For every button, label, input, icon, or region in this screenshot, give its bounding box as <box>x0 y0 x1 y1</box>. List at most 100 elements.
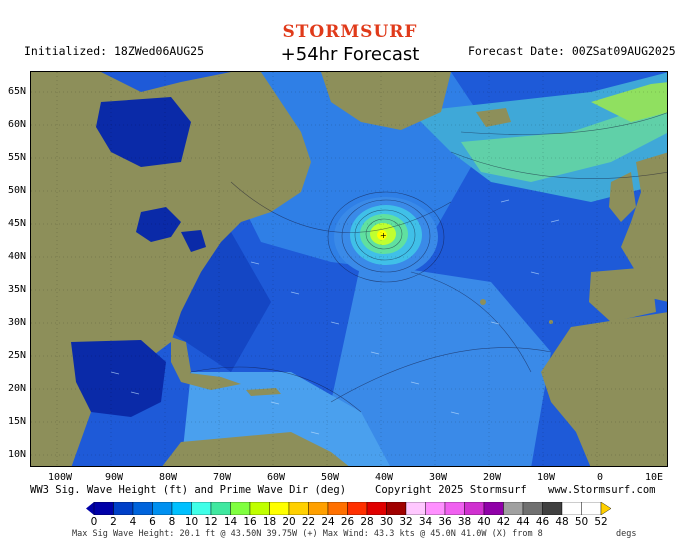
forecast-title: +54hr Forecast <box>280 44 420 65</box>
legend-swatch <box>93 502 114 515</box>
lat-label: 40N <box>8 251 27 262</box>
legend-tick-label: 30 <box>379 516 394 528</box>
lon-label: 10W <box>536 472 556 483</box>
lon-label: 30W <box>428 472 448 483</box>
lon-label: 20W <box>482 472 502 483</box>
lon-label: 70W <box>212 472 232 483</box>
legend-swatch <box>210 502 231 515</box>
hispaniola <box>246 388 281 396</box>
legend-tick-label: 0 <box>90 516 98 528</box>
legend-tick-label: 44 <box>516 516 530 528</box>
lon-label: 50W <box>320 472 340 483</box>
wave-direction-arrows <box>110 199 560 435</box>
copyright-text: Copyright 2025 Stormsurf <box>375 484 527 496</box>
legend-swatch <box>171 502 192 515</box>
lat-label: 20N <box>8 383 27 394</box>
greenland <box>321 72 451 130</box>
wave-zone-north-peak <box>591 82 667 122</box>
legend-tick-label: 38 <box>457 516 472 528</box>
lon-label: 90W <box>104 472 124 483</box>
website-link[interactable]: www.Stormsurf.com <box>548 484 656 496</box>
legend-swatch <box>347 502 368 515</box>
british-isles <box>609 172 636 222</box>
legend-tick-label: 4 <box>129 516 137 528</box>
legend-swatch <box>386 502 407 515</box>
legend-swatch <box>444 502 465 515</box>
legend-tick-label: 50 <box>574 516 589 528</box>
iberia <box>589 267 656 322</box>
legend-tick-label: 22 <box>301 516 316 528</box>
legend-swatch <box>522 502 543 515</box>
legend-swatch <box>405 502 426 515</box>
africa <box>541 312 667 466</box>
contour-lines <box>190 112 667 413</box>
lat-label: 25N <box>8 350 27 361</box>
lon-label: 60W <box>266 472 286 483</box>
legend-tick-label: 14 <box>223 516 238 528</box>
gulf-of-mexico <box>71 340 166 417</box>
legend-swatch <box>464 502 485 515</box>
lon-label: 40W <box>374 472 394 483</box>
lat-label: 10N <box>8 449 27 460</box>
wave-zone-north-high <box>461 93 667 182</box>
legend-arrow-right <box>600 502 612 515</box>
legend-swatch <box>191 502 212 515</box>
legend-swatch <box>366 502 387 515</box>
legend-swatch <box>327 502 348 515</box>
florida <box>171 337 191 382</box>
legend-swatch <box>542 502 563 515</box>
azores <box>480 299 486 305</box>
legend-swatch <box>425 502 446 515</box>
legend-tick-label: 2 <box>110 516 117 528</box>
iceland <box>476 108 511 127</box>
legend-swatch <box>288 502 309 515</box>
south-america <box>162 432 349 466</box>
madeira <box>549 320 553 324</box>
europe <box>621 152 667 302</box>
stormsurf-logo: STORMSURF <box>282 22 418 42</box>
lake-erie <box>181 230 206 252</box>
lat-label: 65N <box>8 86 27 97</box>
lat-label: 55N <box>8 152 27 163</box>
hudson-bay <box>96 97 191 167</box>
lat-label: 60N <box>8 119 27 130</box>
lon-label: 100W <box>47 472 73 483</box>
legend-swatch <box>113 502 134 515</box>
initialized-label: Initialized: 18ZWed06AUG25 <box>24 44 205 58</box>
wave-zone-east-atlantic <box>331 262 551 466</box>
lat-label: 15N <box>8 416 27 427</box>
wave-height-map: + <box>30 71 668 467</box>
legend-swatch <box>132 502 153 515</box>
legend-tick-label: 52 <box>594 516 608 528</box>
max-wave-marker: + <box>380 231 387 240</box>
legend-tick-label: 28 <box>360 516 374 528</box>
forecast-date-label: Forecast Date: 00ZSat09AUG2025 <box>468 44 676 58</box>
legend-tick-label: 10 <box>184 516 199 528</box>
legend-swatch <box>249 502 270 515</box>
wave-caption: WW3 Sig. Wave Height (ft) and Prime Wave… <box>30 484 347 496</box>
wave-height-color-legend <box>86 502 612 515</box>
legend-tick-label: 40 <box>477 516 491 528</box>
legend-tick-label: 32 <box>399 516 413 528</box>
legend-swatch <box>581 502 602 515</box>
legend-tick-label: 34 <box>418 516 433 528</box>
cuba <box>181 372 241 390</box>
legend-tick-label: 20 <box>282 516 296 528</box>
lon-label: 10E <box>644 472 664 483</box>
lat-label: 45N <box>8 218 27 229</box>
lat-label: 30N <box>8 317 27 328</box>
legend-tick-label: 24 <box>321 516 335 528</box>
units-suffix: degs <box>616 529 637 539</box>
legend-tick-label: 18 <box>262 516 277 528</box>
legend-tick-label: 26 <box>340 516 355 528</box>
lat-label: 35N <box>8 284 27 295</box>
lat-label: 50N <box>8 185 27 196</box>
legend-arrow-left <box>86 502 94 515</box>
map-svg: + <box>31 72 667 466</box>
legend-tick-label: 16 <box>243 516 257 528</box>
legend-swatch <box>269 502 290 515</box>
storm-center <box>377 230 387 240</box>
lon-label: 0 <box>596 472 604 483</box>
legend-tick-label: 8 <box>168 516 176 528</box>
great-lakes <box>136 207 181 242</box>
